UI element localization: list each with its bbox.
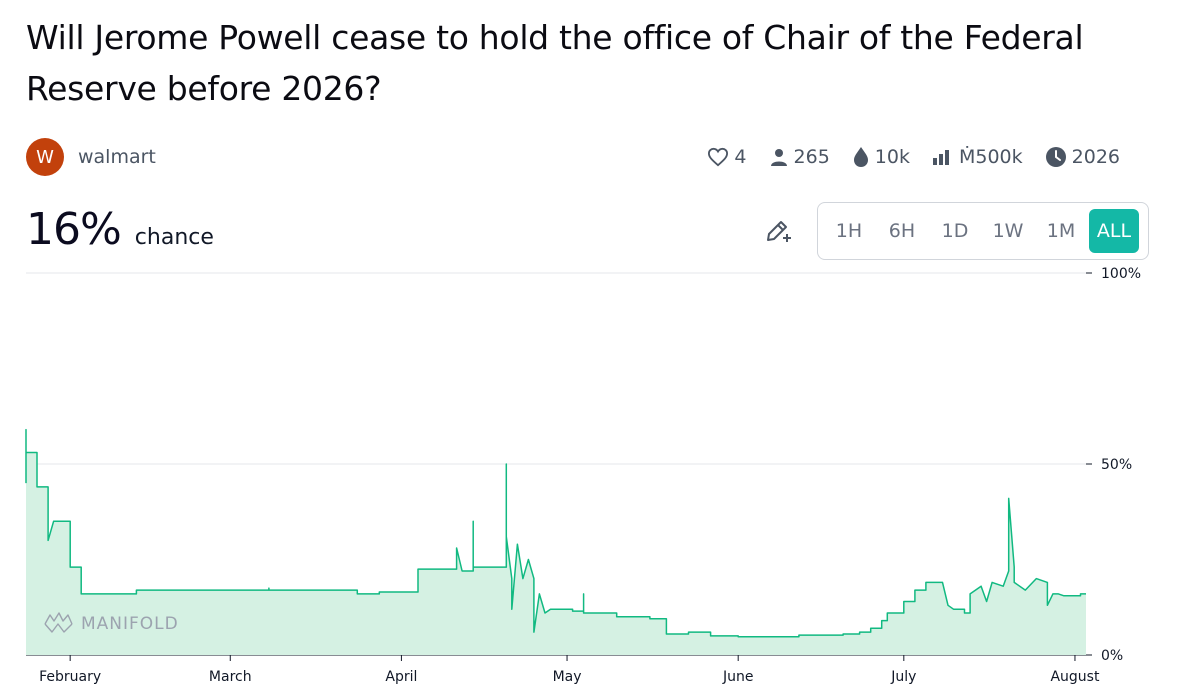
x-tick-label: June	[722, 669, 754, 685]
manifold-watermark-text: MANIFOLD	[81, 614, 179, 634]
user-icon	[769, 147, 789, 167]
liquidity-value: 10k	[874, 146, 910, 168]
range-1d-button[interactable]: 1D	[941, 220, 969, 242]
traders-stat[interactable]: 265	[769, 146, 830, 168]
probability-label: chance	[134, 225, 214, 250]
x-tick-label: April	[385, 669, 417, 685]
x-tick-label: February	[39, 669, 101, 685]
probability-chart[interactable]: 100% 50% 0% February March April May June Jul…	[0, 255, 1184, 696]
market-title: Will Jerome Powell cease to hold the off…	[26, 18, 1084, 108]
volume-value: Ṁ500k	[958, 146, 1023, 168]
y-tick-label-0: 0%	[1101, 648, 1123, 664]
range-6h-button[interactable]: 6H	[888, 220, 916, 242]
market-stats: 4 265 10k Ṁ500k 2026	[707, 140, 1120, 174]
droplet-icon	[852, 146, 870, 168]
probability-line[interactable]	[25, 428, 1086, 638]
creator-info[interactable]: W walmart	[26, 138, 156, 176]
avatar[interactable]: W	[26, 138, 64, 176]
range-1h-button[interactable]: 1H	[835, 220, 863, 242]
x-tick-label: March	[209, 669, 252, 685]
probability-value: 16%	[26, 204, 122, 255]
edit-pencil-icon	[764, 217, 794, 249]
likes-count: 4	[734, 146, 747, 168]
clock-icon	[1045, 146, 1067, 168]
x-tick-label: July	[890, 669, 916, 685]
range-1m-button[interactable]: 1M	[1046, 220, 1076, 242]
range-all-button[interactable]: ALL	[1089, 209, 1139, 253]
creator-name[interactable]: walmart	[78, 146, 156, 168]
time-range-selector: 1H 6H 1D 1W 1M ALL	[817, 202, 1149, 260]
likes-stat[interactable]: 4	[707, 146, 747, 168]
range-1w-button[interactable]: 1W	[992, 220, 1024, 242]
close-date-value: 2026	[1071, 146, 1120, 168]
probability-area	[26, 429, 1086, 655]
heart-icon	[707, 147, 729, 167]
manifold-logo-icon	[44, 612, 73, 633]
x-axis-ticks: February March April May June July August	[39, 655, 1100, 685]
y-tick-label-100: 100%	[1101, 266, 1141, 282]
x-tick-label: May	[553, 669, 582, 685]
liquidity-stat[interactable]: 10k	[852, 146, 910, 168]
close-date-stat[interactable]: 2026	[1045, 146, 1120, 168]
volume-stat[interactable]: Ṁ500k	[932, 146, 1023, 168]
probability-display: 16% chance	[26, 204, 214, 255]
traders-count: 265	[793, 146, 830, 168]
manifold-watermark: MANIFOLD	[44, 612, 179, 634]
y-tick-label-50: 50%	[1101, 457, 1132, 473]
bar-chart-icon	[932, 148, 954, 166]
edit-chart-button[interactable]	[762, 218, 796, 248]
x-tick-label: August	[1050, 669, 1100, 685]
